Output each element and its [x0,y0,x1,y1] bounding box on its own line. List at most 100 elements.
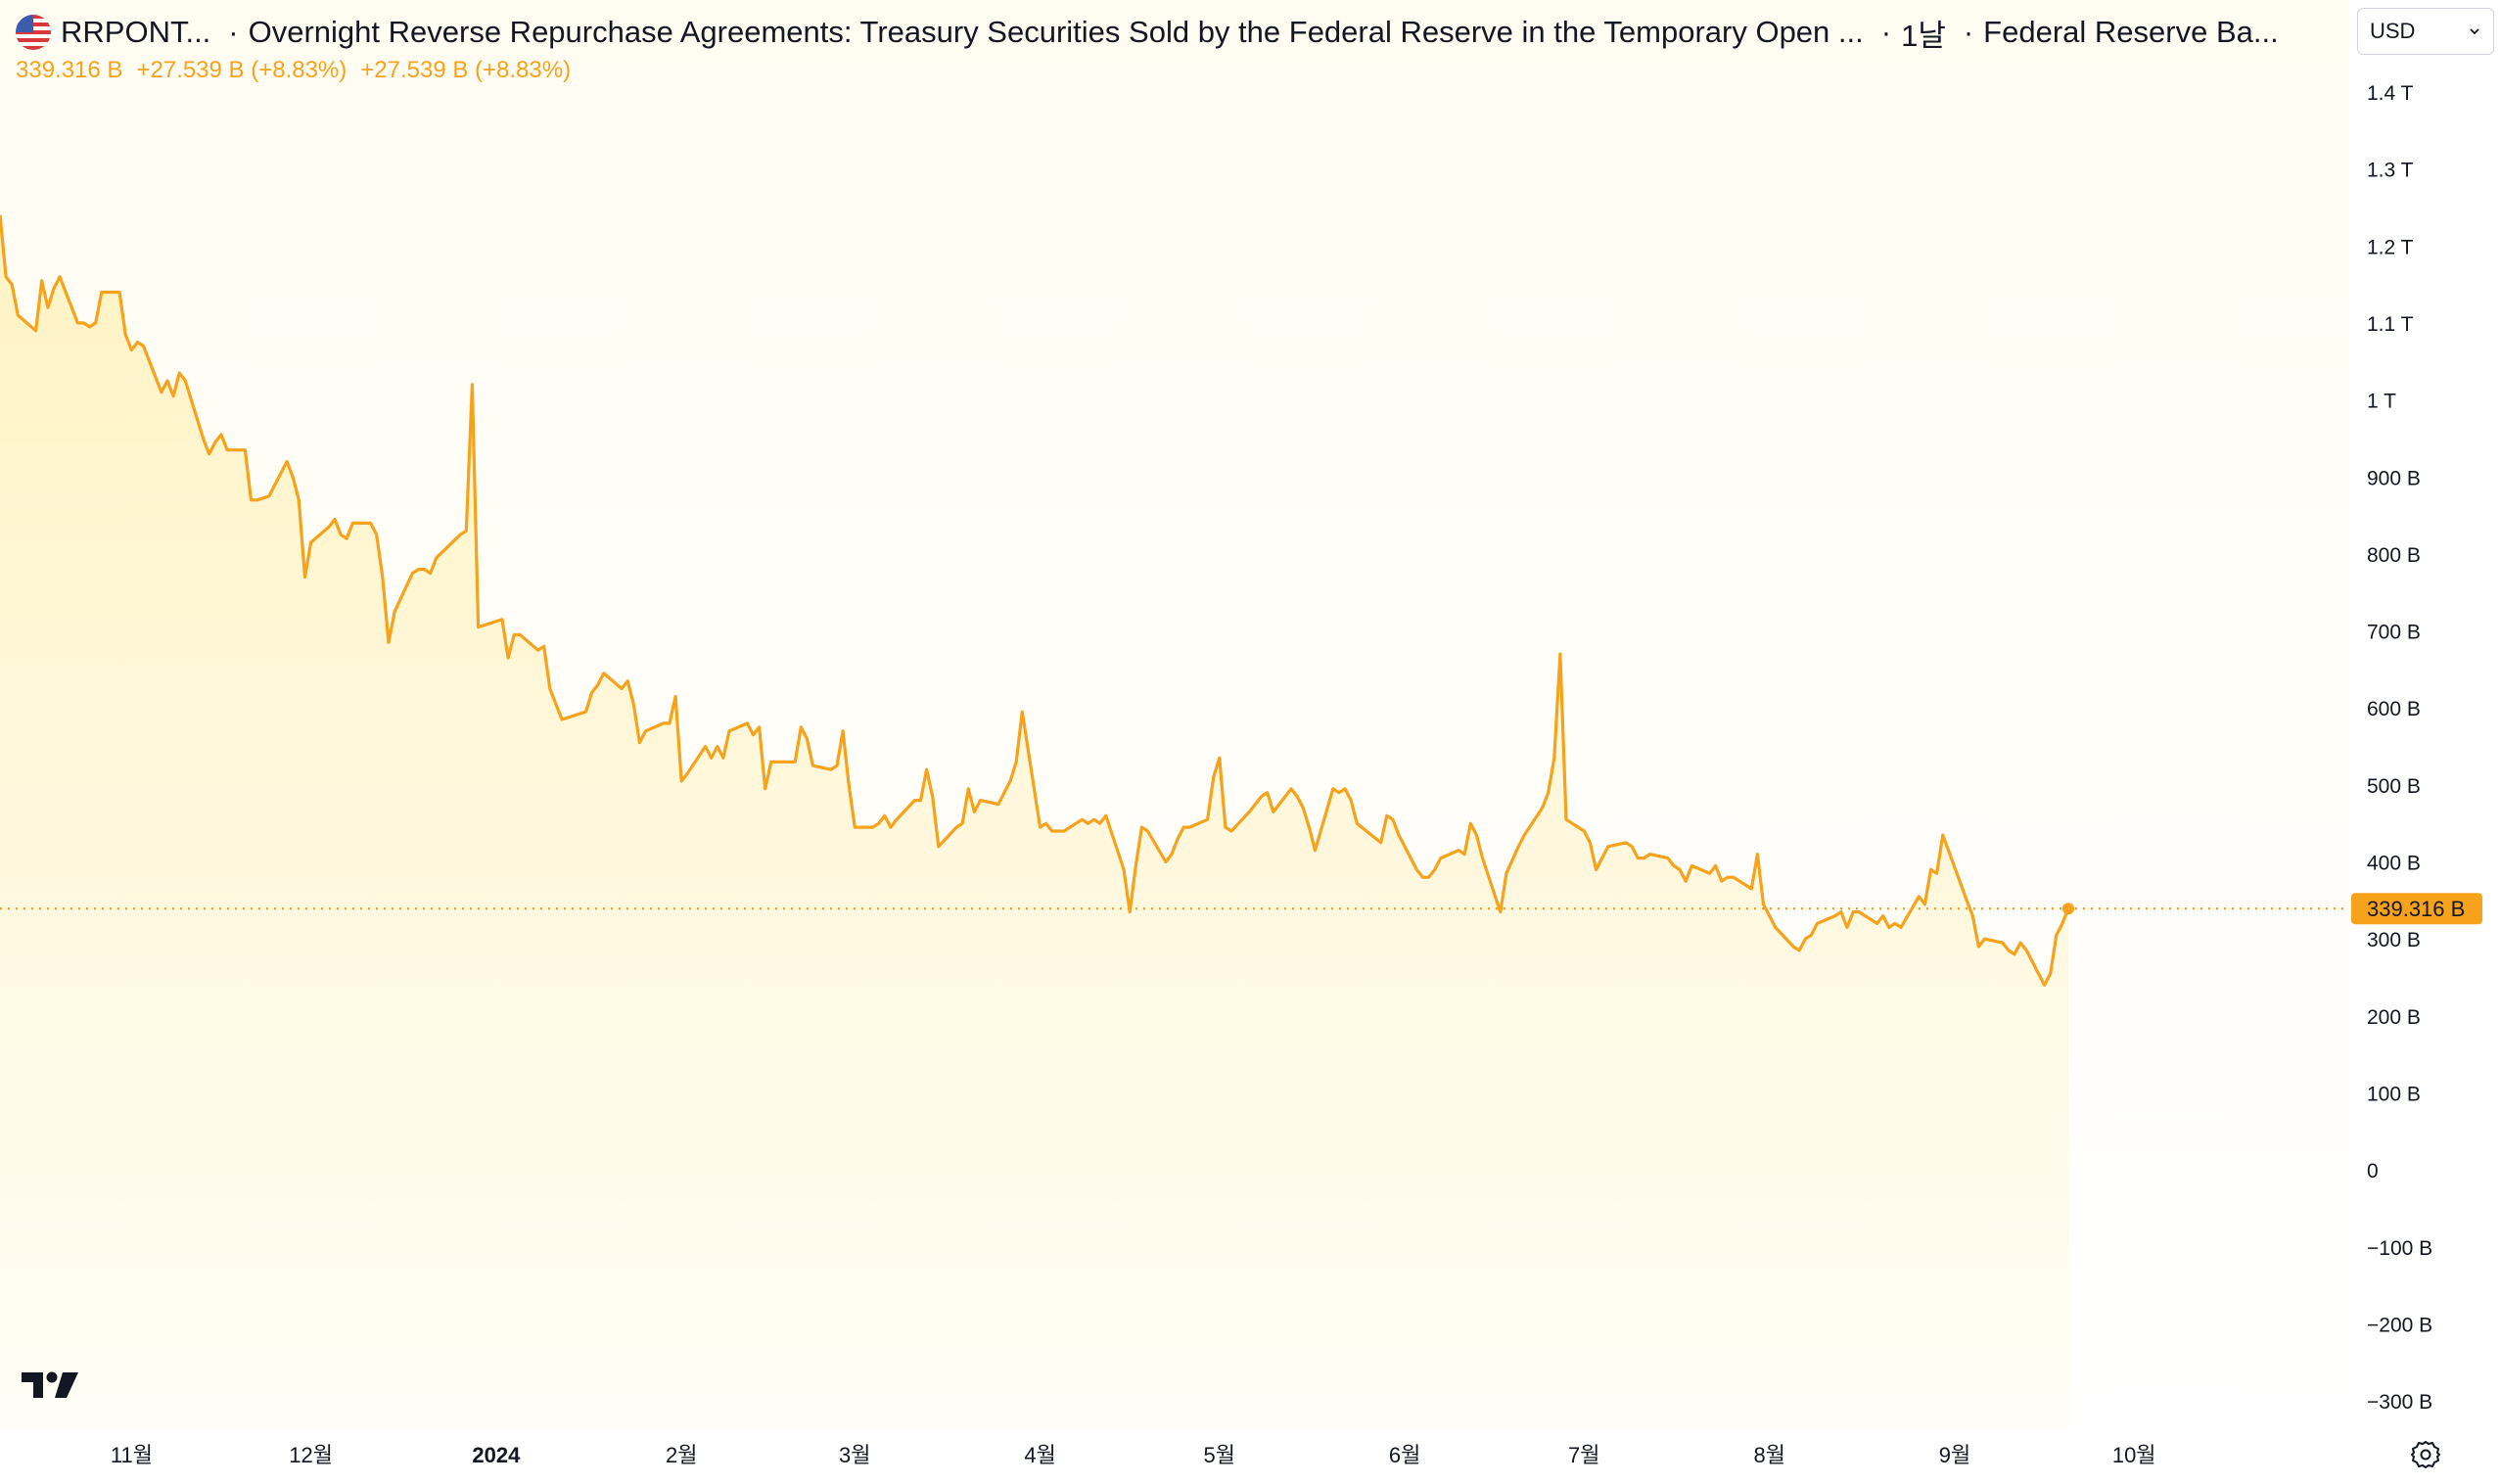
data-point [1356,822,1359,825]
data-point [961,822,964,825]
data-point [519,633,522,636]
data-point [674,695,677,698]
data-point [1918,895,1921,898]
y-tick-label: 400 B [2367,853,2421,875]
data-point [1595,868,1597,871]
data-point [1558,653,1561,656]
data-point [267,494,270,497]
data-point [967,787,970,790]
data-point [507,657,510,660]
data-point [1230,830,1233,833]
data-point [1839,910,1842,913]
data-point [178,372,181,375]
data-point [811,765,814,767]
data-point [1296,795,1299,798]
data-point [1260,795,1263,798]
data-point [2055,934,2058,937]
y-tick-label: 200 B [2367,1006,2421,1029]
series-line[interactable] [0,214,2070,987]
y-tick-label: −200 B [2367,1314,2432,1336]
data-point [100,291,103,294]
data-point [46,306,49,309]
data-point [1666,857,1669,859]
data-point [1499,910,1502,913]
data-point [1708,872,1711,875]
last-value: 339.316 B [16,57,123,83]
data-point [34,329,37,332]
data-point [536,649,539,652]
data-point [1098,822,1101,825]
data-point [955,826,958,829]
data-point [1469,822,1472,825]
data-point [1308,826,1311,829]
data-point [327,526,330,529]
data-point [1672,864,1675,867]
data-point [937,845,940,848]
data-point [1505,872,1507,875]
data-point [94,321,97,324]
currency-select[interactable]: USD [2357,8,2494,55]
chevron-down-icon [2468,19,2481,44]
data-point [764,787,766,790]
data-point [1893,922,1896,925]
settings-gear-icon[interactable] [2410,1439,2441,1475]
data-point [375,533,378,536]
change-value-secondary: +27.539 B (+8.83%) [360,57,572,83]
data-point [848,783,851,786]
x-tick-label: 3월 [839,1443,870,1467]
data-point [388,641,391,644]
data-point [1798,949,1801,951]
y-tick-label: 100 B [2367,1083,2421,1105]
data-point [298,498,301,501]
x-tick-label: 12월 [289,1443,333,1467]
data-point [1188,826,1191,829]
data-point [82,321,85,324]
tradingview-logo-icon[interactable] [22,1368,84,1405]
data-point [1344,787,1347,790]
data-point [309,541,312,544]
interval-label[interactable]: 1날 [1901,18,1946,53]
data-point [561,719,564,721]
data-point [1212,776,1215,779]
data-point [1966,899,1968,902]
data-point [1391,818,1394,821]
data-point [130,348,133,351]
data-point [1606,845,1609,848]
data-point [925,768,928,771]
y-tick-label: 1.1 T [2367,313,2414,336]
x-tick-label: 4월 [1024,1443,1055,1467]
price-axis[interactable]: 1.4 T 1.3 T 1.2 T 1.1 T 1 T 900 B 800 B 700 B 60… [2367,82,2432,1414]
data-point [704,745,707,748]
data-point [1481,857,1484,859]
data-point [202,437,205,440]
data-point [1044,822,1047,825]
data-point [250,498,253,501]
data-point [758,725,761,728]
data-point [644,729,647,732]
data-point [423,568,426,571]
data-point [662,721,665,724]
data-point [794,761,797,764]
data-point [2007,949,2010,951]
data-point [1941,834,1944,837]
data-point [746,721,749,724]
data-point [1140,826,1143,829]
data-point [710,757,713,760]
data-point [465,530,468,533]
data-point [2001,942,2004,945]
data-point [1756,853,1759,856]
data-point [1164,860,1167,863]
time-axis[interactable]: 11월 12월 2024 2월 3월 4월 5월 6월 7월 8월 9월 10월 [111,1443,2156,1467]
data-point [913,799,916,802]
symbol-name[interactable]: RRPONT... [61,15,211,49]
data-point [1458,849,1460,852]
header-separator: · [1963,15,1974,49]
data-point [1063,830,1066,833]
data-point [1415,868,1418,871]
data-point [1015,761,1018,764]
x-tick-label: 6월 [1389,1443,1420,1467]
data-point [806,737,809,740]
data-point [638,741,641,744]
data-point [2049,972,2052,975]
